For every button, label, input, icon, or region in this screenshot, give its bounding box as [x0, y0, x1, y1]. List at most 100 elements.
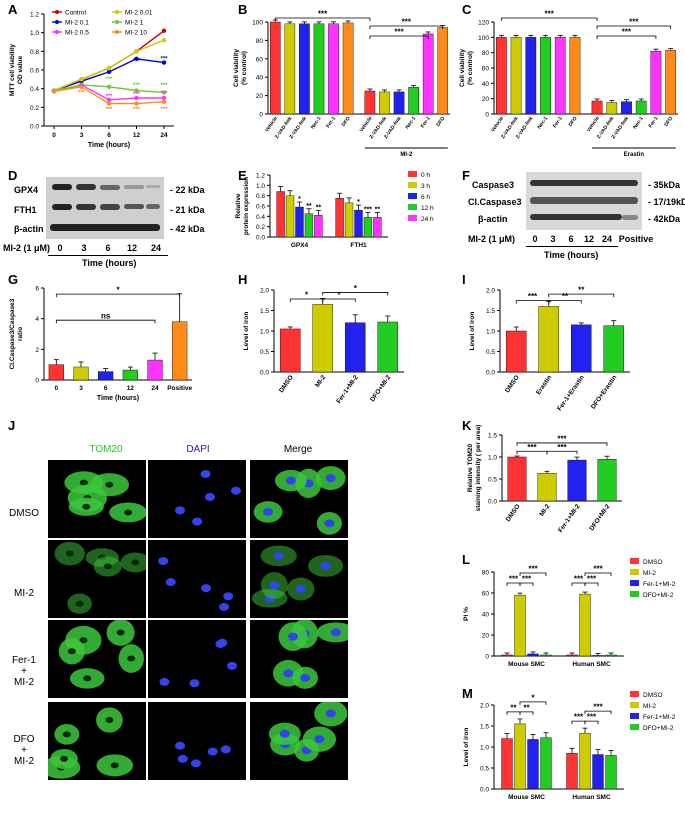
- micrograph-image: [64, 471, 146, 523]
- band: [76, 184, 96, 190]
- y-tick-label: 1.2: [256, 173, 265, 180]
- sig-bracket: [584, 720, 599, 725]
- band: [52, 184, 72, 190]
- data-point: [51, 89, 57, 94]
- bar: [635, 100, 647, 115]
- y-tick-label: 0.6: [256, 204, 265, 211]
- column-header-tom20: TOM20: [89, 444, 123, 455]
- bar: [295, 206, 304, 238]
- legend-swatch: [630, 591, 639, 597]
- bar: [665, 50, 676, 115]
- y-tick-label: 0.4: [30, 86, 39, 93]
- micrograph-tom20: [48, 702, 146, 780]
- sig-star: ***: [105, 77, 113, 83]
- x-tick-label: DFO+Erastin: [590, 374, 618, 410]
- blot-d-lane: 12: [126, 243, 137, 253]
- panel-label-g: G: [8, 272, 19, 287]
- data-point: [106, 65, 112, 71]
- data-point: [134, 88, 139, 93]
- blot-f-divider: [526, 246, 618, 247]
- bar: [437, 27, 449, 115]
- band: [124, 204, 144, 209]
- x-tick-label: 6: [104, 385, 108, 392]
- x-tick-group: Nec-1: [310, 116, 323, 131]
- bar: [122, 369, 138, 381]
- micrograph-tom20: [48, 620, 146, 698]
- micrograph-image: [158, 557, 234, 611]
- legend-label: Control: [65, 10, 87, 17]
- sig-label: *: [357, 199, 360, 206]
- y-tick-label: 0.5: [486, 349, 495, 356]
- sig-label: ***: [528, 565, 538, 574]
- cell-nucleus: [175, 741, 186, 750]
- cell-nucleus-shadow: [79, 479, 88, 486]
- cell-nucleus: [207, 747, 218, 756]
- x-tick-label: Fer-1: [420, 116, 432, 130]
- x-tick-group: DMSO: [278, 374, 295, 394]
- panel-label-a: A: [8, 2, 18, 17]
- cell-nucleus: [190, 759, 201, 768]
- sig-label: ***: [318, 10, 328, 19]
- blot-f-row-label: Caspase3: [472, 180, 515, 190]
- bar: [304, 213, 314, 238]
- x-tick-label: Mouse SMC: [508, 794, 545, 801]
- bar: [373, 217, 382, 238]
- legend-marker: [115, 20, 119, 24]
- bar: [312, 304, 334, 373]
- x-tick-group: Vehicle: [586, 116, 601, 134]
- y-axis-label-group: Cl.Caspase3/Caspase3 ratio: [9, 298, 24, 369]
- band: [530, 214, 622, 220]
- chart-k: 0.0 0.5 1.0 1.5 Relative TOM20 staining inten…: [467, 425, 622, 534]
- cell-nucleus: [295, 585, 306, 594]
- legend-label: MI-2: [643, 570, 656, 577]
- y-tick-label: 120: [478, 20, 489, 27]
- x-tick-label: MI-2: [314, 374, 327, 389]
- cell-nucleus-shadow: [65, 550, 74, 557]
- bar: [147, 359, 163, 381]
- y-tick-label: 1.0: [486, 329, 495, 336]
- y-tick-label: 0: [485, 654, 489, 661]
- x-tick-label: Human SMC: [572, 661, 611, 668]
- y-tick-label: 60: [482, 66, 490, 73]
- panel-label-h: H: [238, 272, 248, 287]
- y-tick-label: 0.8: [256, 193, 265, 200]
- x-tick-label: 6: [107, 132, 111, 139]
- sig-label: ***: [394, 28, 404, 37]
- y-axis-label: OD value: [17, 56, 24, 85]
- data-point: [106, 97, 112, 103]
- sig-bracket: [596, 25, 672, 29]
- bar: [335, 198, 344, 238]
- y-tick-label: 1.2: [30, 12, 39, 19]
- sig-star: ***: [133, 83, 141, 89]
- y-axis-label: protein expression: [243, 177, 250, 235]
- sig-label: *: [298, 196, 301, 203]
- y-tick-label: 80: [482, 570, 490, 577]
- micrograph-merge: [250, 460, 348, 538]
- blot-f-lane: 0: [532, 234, 538, 244]
- y-axis-label: (% control): [241, 51, 248, 85]
- sig-bracket: [500, 17, 598, 21]
- data-point: [106, 84, 112, 90]
- x-tick-label: Mouse SMC: [508, 661, 545, 668]
- panel-label-k: K: [462, 418, 472, 433]
- data-point: [161, 90, 167, 95]
- sig-bracket: [369, 35, 429, 39]
- y-tick-label: 1.0: [480, 745, 489, 752]
- y-axis-label-group: Cell viability (% control): [459, 49, 474, 87]
- cell-nucleus: [174, 506, 185, 515]
- bar: [567, 459, 587, 502]
- x-tick-group: Nec-1: [632, 116, 645, 131]
- y-tick-label: 60: [256, 56, 264, 63]
- micrograph-merge: [250, 702, 348, 780]
- bar: [363, 217, 373, 238]
- y-tick-label: 1.5: [488, 433, 497, 440]
- bar: [393, 91, 405, 115]
- micrograph-image: [54, 541, 146, 614]
- bar: [276, 191, 285, 238]
- data-point: [134, 95, 139, 101]
- band: [50, 224, 160, 231]
- blot-f-xlabel: Time (hours): [544, 250, 599, 260]
- micrograph-image: [175, 741, 231, 768]
- y-tick-label: 80: [482, 50, 490, 57]
- micrograph-image: [268, 702, 348, 762]
